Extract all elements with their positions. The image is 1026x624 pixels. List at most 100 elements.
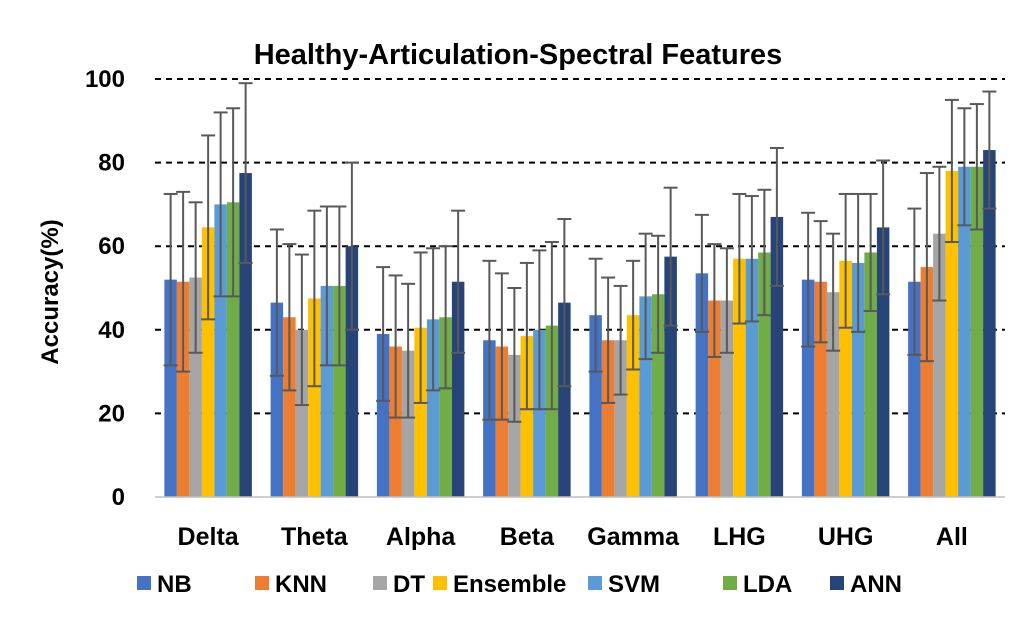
error-bar-knn-theta — [282, 243, 297, 392]
category-label: LHG — [713, 523, 766, 551]
error-bar-svm-uhg — [851, 192, 866, 333]
y-tick-label: 40 — [98, 317, 125, 344]
legend-item-ann: ANN — [830, 571, 902, 598]
legend-item-knn: KNN — [255, 571, 327, 598]
legend-label: NB — [157, 571, 192, 598]
bar-knn-theta — [283, 317, 296, 497]
legend-swatch — [433, 576, 447, 590]
bar-knn-all — [920, 267, 934, 497]
error-bar-svm-delta — [213, 111, 228, 298]
error-bar-ensemble-beta — [519, 261, 534, 411]
bar-ann-alpha — [451, 281, 465, 497]
category-label: UHG — [818, 523, 874, 551]
error-bar-ann-gamma — [663, 186, 678, 327]
error-bar-dt-gamma — [613, 284, 628, 396]
bar-ensemble-all — [945, 170, 959, 497]
error-bar-dt-alpha — [401, 282, 416, 419]
error-bar-svm-all — [957, 107, 972, 227]
bar-svm-delta — [214, 204, 227, 497]
bar-svm-alpha — [426, 319, 440, 497]
error-bar-nb-all — [907, 207, 922, 356]
error-bars — [163, 82, 997, 423]
bar-nb-lhg — [695, 273, 709, 497]
bar-svm-uhg — [851, 262, 865, 497]
legend-label: SVM — [608, 571, 660, 598]
error-bar-knn-alpha — [388, 274, 403, 419]
bar-svm-all — [958, 166, 971, 497]
bar-ann-delta — [239, 173, 252, 498]
category-label: Beta — [500, 523, 555, 551]
error-bar-dt-beta — [507, 287, 522, 423]
legend-item-ensemble: Ensemble — [433, 571, 566, 598]
bar-lda-theta — [333, 285, 346, 497]
legend-swatch — [373, 576, 387, 590]
error-bar-ensemble-alpha — [413, 251, 428, 404]
error-bar-lda-delta — [226, 107, 241, 298]
bar-nb-theta — [270, 302, 284, 497]
category-label: Alpha — [386, 523, 457, 551]
error-bar-nb-alpha — [376, 266, 391, 402]
bar-ensemble-theta — [308, 298, 321, 497]
error-bar-knn-lhg — [707, 243, 722, 358]
y-tick-label: 80 — [98, 150, 125, 177]
bar-knn-delta — [176, 281, 190, 497]
bar-dt-theta — [295, 329, 309, 497]
bar-nb-delta — [164, 279, 177, 497]
legend-swatch — [137, 576, 151, 590]
error-bar-nb-theta — [269, 228, 284, 377]
error-bar-lda-lhg — [757, 188, 772, 317]
error-bar-ann-alpha — [451, 209, 466, 354]
legend-swatch — [255, 576, 269, 590]
bar-knn-lhg — [708, 300, 721, 497]
error-bar-knn-beta — [494, 272, 509, 421]
bar-ann-lhg — [770, 216, 784, 497]
error-bar-ann-all — [982, 90, 997, 210]
category-labels: Delta Theta Alpha Beta Gamma LHG UHG All — [178, 523, 968, 551]
legend-item-nb: NB — [137, 571, 192, 598]
error-bar-svm-alpha — [426, 247, 441, 392]
bar-knn-beta — [495, 346, 509, 497]
error-bar-ensemble-all — [944, 98, 959, 244]
bar-knn-uhg — [814, 281, 827, 497]
error-bar-svm-lhg — [744, 195, 759, 323]
error-bar-ensemble-theta — [307, 209, 322, 388]
bar-knn-alpha — [389, 346, 402, 497]
y-tick-label: 100 — [85, 66, 125, 93]
legend-item-dt: DT — [373, 571, 425, 598]
error-bar-ensemble-uhg — [838, 192, 853, 329]
bar-ensemble-delta — [201, 227, 215, 497]
bar-dt-alpha — [401, 350, 415, 497]
bar-dt-uhg — [826, 292, 840, 497]
bar-svm-gamma — [639, 296, 652, 497]
error-bar-knn-delta — [176, 190, 191, 373]
error-bar-nb-uhg — [801, 211, 816, 348]
error-bar-dt-theta — [294, 253, 309, 407]
bars — [164, 150, 996, 498]
error-bar-dt-uhg — [826, 232, 841, 352]
error-bar-ann-beta — [557, 218, 572, 388]
error-bar-ensemble-gamma — [626, 259, 641, 371]
error-bar-knn-uhg — [813, 220, 828, 344]
bar-lda-beta — [545, 325, 559, 497]
bar-ensemble-beta — [520, 336, 534, 497]
y-tick-label: 0 — [112, 484, 125, 511]
bar-lda-delta — [226, 202, 240, 497]
error-bar-lda-beta — [544, 241, 559, 411]
error-bar-nb-gamma — [588, 257, 603, 373]
error-bar-lda-gamma — [651, 234, 666, 354]
y-axis-label: Accuracy(%) — [37, 219, 64, 364]
bar-dt-lhg — [720, 300, 734, 497]
y-tick-label: 20 — [98, 400, 125, 427]
error-bar-lda-uhg — [863, 192, 878, 312]
legend-label: DT — [393, 571, 425, 598]
bar-svm-lhg — [745, 258, 759, 497]
bar-ensemble-uhg — [839, 260, 852, 497]
bar-ensemble-lhg — [733, 258, 746, 497]
error-bar-ann-lhg — [769, 146, 784, 287]
bar-dt-all — [933, 233, 946, 497]
error-bar-nb-beta — [482, 259, 497, 421]
legend-label: ANN — [850, 571, 902, 598]
error-bar-dt-all — [932, 165, 947, 302]
legend-swatch — [723, 576, 737, 590]
